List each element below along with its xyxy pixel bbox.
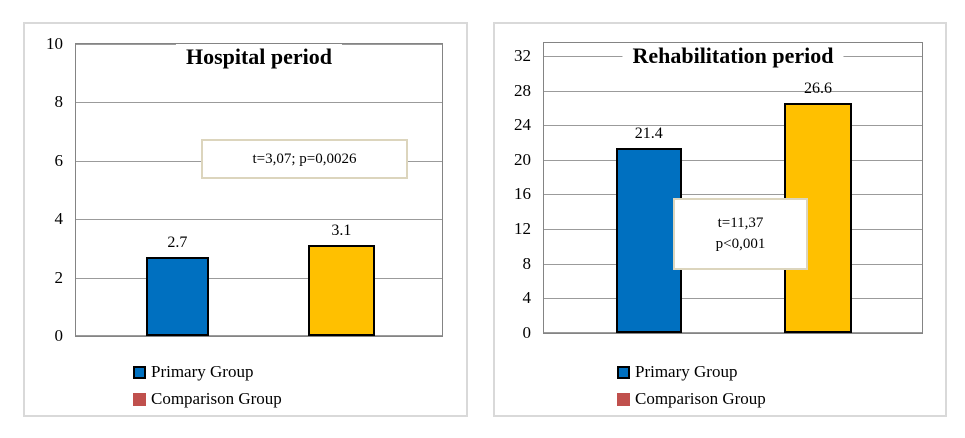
legend-swatch-comparison-group: [617, 392, 630, 406]
bar-value-label: 26.6: [804, 79, 833, 97]
legend-swatch-primary-group: [133, 365, 146, 379]
y-axis-tick-label: 8: [54, 92, 64, 112]
y-gridline: [544, 298, 922, 300]
stat-annotation-line: t=11,37: [717, 215, 764, 231]
plot-area: Rehabilitation period t=11,37 p<0,001 0 4…: [514, 42, 923, 342]
legend-label-primary-group: Primary Group: [635, 362, 738, 381]
stat-annotation-line: t=3,07; p=0,0026: [252, 150, 357, 167]
bar-comparison-group: [308, 245, 375, 336]
y-gridline: [544, 125, 922, 127]
y-gridline: [544, 194, 922, 196]
chart-title: Rehabilitation period: [622, 43, 844, 69]
y-gridline: [76, 219, 442, 221]
y-axis-tick-label: 8: [522, 253, 532, 273]
legend-item-comparison-group: Comparison Group: [617, 387, 766, 411]
y-gridline: [76, 335, 442, 336]
bar-primary-group: [615, 147, 682, 333]
bar-value-label: 3.1: [331, 222, 352, 240]
legend: Primary Group Comparison Group: [133, 360, 282, 411]
y-gridline: [544, 159, 922, 161]
legend: Primary Group Comparison Group: [617, 360, 766, 411]
y-axis-tick-label: 4: [54, 209, 64, 229]
legend-swatch-primary-group: [617, 365, 630, 379]
rehabilitation-chart-panel: Rehabilitation period t=11,37 p<0,001 0 4…: [493, 22, 947, 417]
legend-label-comparison-group: Comparison Group: [635, 389, 766, 408]
plot-area: Hospital period t=3,07; p=0,0026 0 2 4 6 8 10…: [46, 34, 443, 345]
legend-swatch-comparison-group: [133, 392, 146, 406]
stat-annotation: t=11,37 p<0,001: [673, 198, 808, 270]
y-gridline: [76, 277, 442, 279]
y-axis-tick-label: 0: [54, 326, 64, 345]
y-gridline: [544, 90, 922, 92]
y-axis-tick-label: 2: [54, 267, 64, 287]
legend-item-primary-group: Primary Group: [617, 360, 766, 384]
y-axis-tick-label: 0: [522, 323, 532, 342]
bar-value-label: 2.7: [167, 234, 188, 252]
y-axis-tick-label: 4: [522, 288, 532, 308]
y-axis-tick-label: 10: [46, 34, 63, 53]
y-axis-tick-label: 16: [514, 184, 531, 204]
legend-item-comparison-group: Comparison Group: [133, 387, 282, 411]
y-gridline: [544, 332, 922, 333]
legend-label-comparison-group: Comparison Group: [151, 389, 282, 408]
y-gridline: [76, 102, 442, 104]
chart-title: Hospital period: [175, 44, 343, 70]
y-axis-tick-label: 12: [514, 219, 531, 239]
y-axis-tick-label: 20: [514, 149, 531, 169]
legend-item-primary-group: Primary Group: [133, 360, 282, 384]
y-axis-tick-label: 28: [514, 80, 531, 100]
bar-primary-group: [145, 257, 210, 336]
y-axis-tick-label: 32: [514, 45, 531, 65]
legend-label-primary-group: Primary Group: [151, 362, 254, 381]
bar-value-label: 21.4: [634, 124, 663, 142]
stat-annotation: t=3,07; p=0,0026: [201, 139, 408, 179]
stat-annotation-line: p<0,001: [715, 236, 766, 252]
hospital-chart-panel: Hospital period t=3,07; p=0,0026 0 2 4 6 8 10…: [23, 22, 468, 417]
y-axis-tick-label: 24: [514, 115, 531, 135]
y-axis-tick-label: 6: [54, 150, 64, 170]
